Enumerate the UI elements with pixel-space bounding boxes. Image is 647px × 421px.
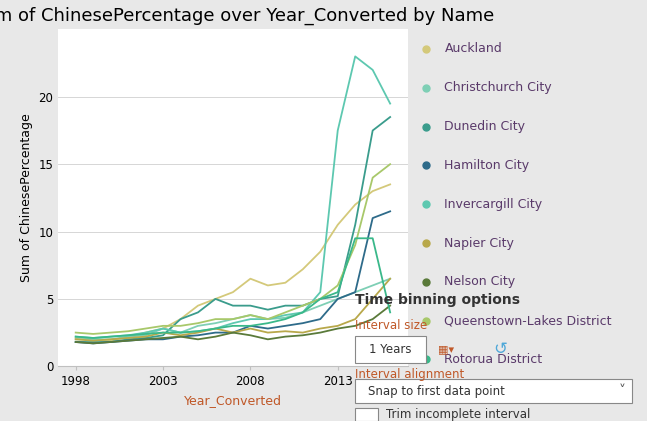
Text: Queenstown-Lakes District: Queenstown-Lakes District: [444, 314, 612, 327]
Text: Snap to first data point: Snap to first data point: [367, 384, 505, 397]
Text: Hamilton City: Hamilton City: [444, 159, 530, 172]
Y-axis label: Sum of ChinesePercentage: Sum of ChinesePercentage: [20, 114, 33, 282]
FancyBboxPatch shape: [355, 378, 631, 403]
Text: Dunedin City: Dunedin City: [444, 120, 525, 133]
Text: Auckland: Auckland: [444, 43, 502, 56]
Text: ↺: ↺: [494, 341, 507, 358]
Text: Nelson City: Nelson City: [444, 275, 516, 288]
Text: Time binning options: Time binning options: [355, 293, 520, 306]
Text: Napier City: Napier City: [444, 237, 514, 250]
FancyBboxPatch shape: [355, 336, 426, 362]
Text: Rotorua District: Rotorua District: [444, 353, 543, 366]
Text: ▦▾: ▦▾: [438, 344, 454, 354]
Text: 1 Years: 1 Years: [369, 343, 412, 356]
FancyBboxPatch shape: [355, 408, 378, 421]
Title: Sum of ChinesePercentage over Year_Converted by Name: Sum of ChinesePercentage over Year_Conve…: [0, 7, 494, 25]
Text: ˅: ˅: [619, 384, 626, 398]
Text: Christchurch City: Christchurch City: [444, 81, 552, 94]
Text: Interval size: Interval size: [355, 319, 428, 332]
Text: Trim incomplete interval: Trim incomplete interval: [386, 408, 531, 421]
Text: Invercargill City: Invercargill City: [444, 198, 543, 210]
X-axis label: Year_Converted: Year_Converted: [184, 394, 282, 407]
Text: Interval alignment: Interval alignment: [355, 368, 465, 381]
